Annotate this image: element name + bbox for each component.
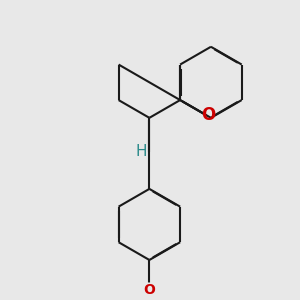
Text: O: O [143,283,155,297]
Text: O: O [201,106,215,124]
Text: H: H [135,144,147,159]
